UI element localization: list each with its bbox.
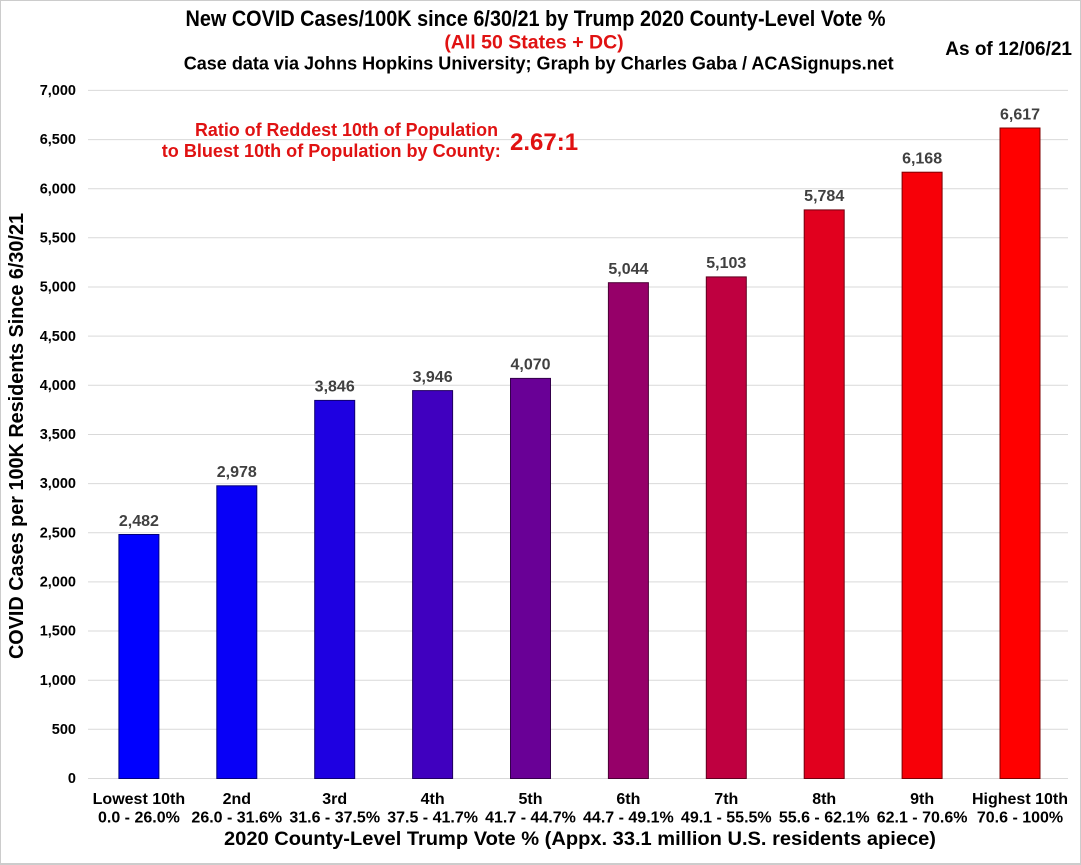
svg-text:0: 0 — [68, 771, 76, 787]
svg-text:2.67:1: 2.67:1 — [510, 129, 578, 156]
svg-text:62.1 - 70.6%: 62.1 - 70.6% — [877, 809, 968, 826]
svg-text:0.0 - 26.0%: 0.0 - 26.0% — [98, 809, 180, 826]
svg-text:5,000: 5,000 — [40, 280, 76, 296]
svg-text:4,070: 4,070 — [510, 357, 550, 374]
svg-text:Case data via Johns Hopkins Un: Case data via Johns Hopkins University; … — [184, 53, 894, 74]
svg-text:6,617: 6,617 — [1000, 106, 1040, 123]
svg-text:3,500: 3,500 — [40, 427, 76, 443]
svg-text:44.7 - 49.1%: 44.7 - 49.1% — [583, 809, 674, 826]
svg-text:5,044: 5,044 — [608, 261, 648, 278]
svg-text:5,500: 5,500 — [40, 230, 76, 246]
svg-text:Lowest 10th: Lowest 10th — [93, 791, 185, 808]
svg-text:49.1 - 55.5%: 49.1 - 55.5% — [681, 809, 772, 826]
svg-text:2020 County-Level Trump Vote %: 2020 County-Level Trump Vote % (Appx. 33… — [224, 828, 936, 850]
svg-text:to Bluest 10th of Population b: to Bluest 10th of Population by County: — [162, 141, 501, 161]
svg-text:4,500: 4,500 — [40, 329, 76, 345]
svg-text:Highest 10th: Highest 10th — [972, 791, 1068, 808]
svg-text:8th: 8th — [812, 791, 836, 808]
svg-text:4,000: 4,000 — [40, 378, 76, 394]
svg-text:37.5 - 41.7%: 37.5 - 41.7% — [387, 809, 478, 826]
svg-text:6th: 6th — [616, 791, 640, 808]
svg-text:5,103: 5,103 — [706, 255, 746, 272]
svg-text:As of 12/06/21: As of 12/06/21 — [945, 39, 1072, 60]
svg-text:3rd: 3rd — [322, 791, 347, 808]
svg-text:(All 50 States + DC): (All 50 States + DC) — [444, 32, 623, 54]
svg-text:7th: 7th — [714, 791, 738, 808]
svg-text:2nd: 2nd — [223, 791, 251, 808]
svg-text:6,168: 6,168 — [902, 151, 942, 168]
svg-text:3,000: 3,000 — [40, 476, 76, 492]
svg-text:1,000: 1,000 — [40, 673, 76, 689]
svg-text:COVID Cases per 100K Residents: COVID Cases per 100K Residents Since 6/3… — [6, 213, 28, 659]
svg-text:2,978: 2,978 — [217, 464, 257, 481]
svg-text:1,500: 1,500 — [40, 624, 76, 640]
svg-text:5th: 5th — [519, 791, 543, 808]
svg-text:9th: 9th — [910, 791, 934, 808]
svg-text:7,000: 7,000 — [40, 83, 76, 99]
svg-text:2,000: 2,000 — [40, 575, 76, 591]
svg-text:3,846: 3,846 — [315, 379, 355, 396]
svg-text:5,784: 5,784 — [804, 188, 844, 205]
svg-text:55.6 - 62.1%: 55.6 - 62.1% — [779, 809, 870, 826]
svg-text:Ratio of Reddest 10th of Popul: Ratio of Reddest 10th of Population — [195, 120, 498, 140]
svg-text:2,500: 2,500 — [40, 525, 76, 541]
svg-text:70.6 - 100%: 70.6 - 100% — [977, 809, 1063, 826]
svg-text:2,482: 2,482 — [119, 513, 159, 530]
svg-text:26.0 - 31.6%: 26.0 - 31.6% — [191, 809, 282, 826]
svg-text:6,000: 6,000 — [40, 181, 76, 197]
svg-text:New COVID Cases/100K since 6/3: New COVID Cases/100K since 6/30/21 by Tr… — [186, 6, 886, 31]
svg-text:4th: 4th — [421, 791, 445, 808]
svg-text:500: 500 — [52, 722, 76, 738]
svg-text:3,946: 3,946 — [413, 369, 453, 386]
svg-text:41.7 - 44.7%: 41.7 - 44.7% — [485, 809, 576, 826]
svg-text:6,500: 6,500 — [40, 132, 76, 148]
svg-text:31.6 - 37.5%: 31.6 - 37.5% — [289, 809, 380, 826]
